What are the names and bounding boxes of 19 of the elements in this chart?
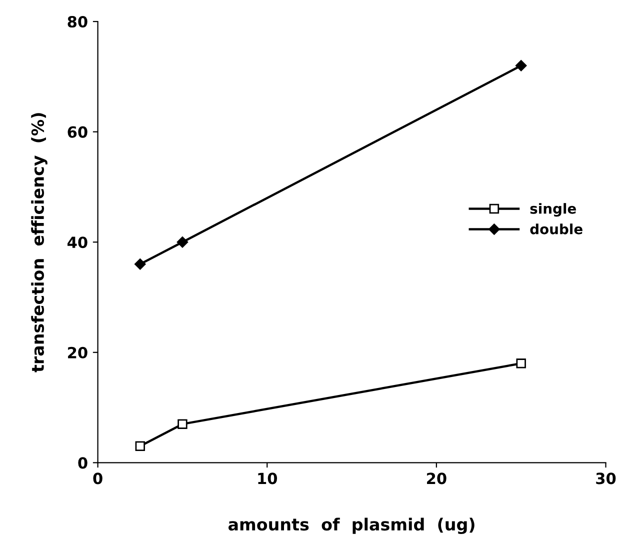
legend-label: single [530, 203, 576, 217]
y-tick-label: 40 [68, 236, 88, 248]
point [515, 60, 527, 72]
x-tick-label: 20 [427, 472, 446, 484]
point [516, 358, 526, 368]
x-axis-title: amounts of plasmid (ug) [228, 518, 474, 534]
y-tick-label: 80 [68, 16, 88, 28]
y-tick-label: 0 [78, 457, 88, 469]
x-tick-label: 0 [93, 472, 102, 484]
y-axis-title: transfection efficiency (%) [31, 113, 48, 372]
x-tick-label: 10 [258, 472, 278, 484]
point [178, 419, 188, 429]
point [135, 441, 145, 451]
y-tick-label: 20 [68, 346, 88, 358]
x-tick-label: 30 [596, 472, 616, 484]
y-tick-label: 60 [68, 126, 88, 138]
legend-label: double [530, 224, 582, 234]
point [176, 236, 188, 248]
point [134, 258, 146, 270]
